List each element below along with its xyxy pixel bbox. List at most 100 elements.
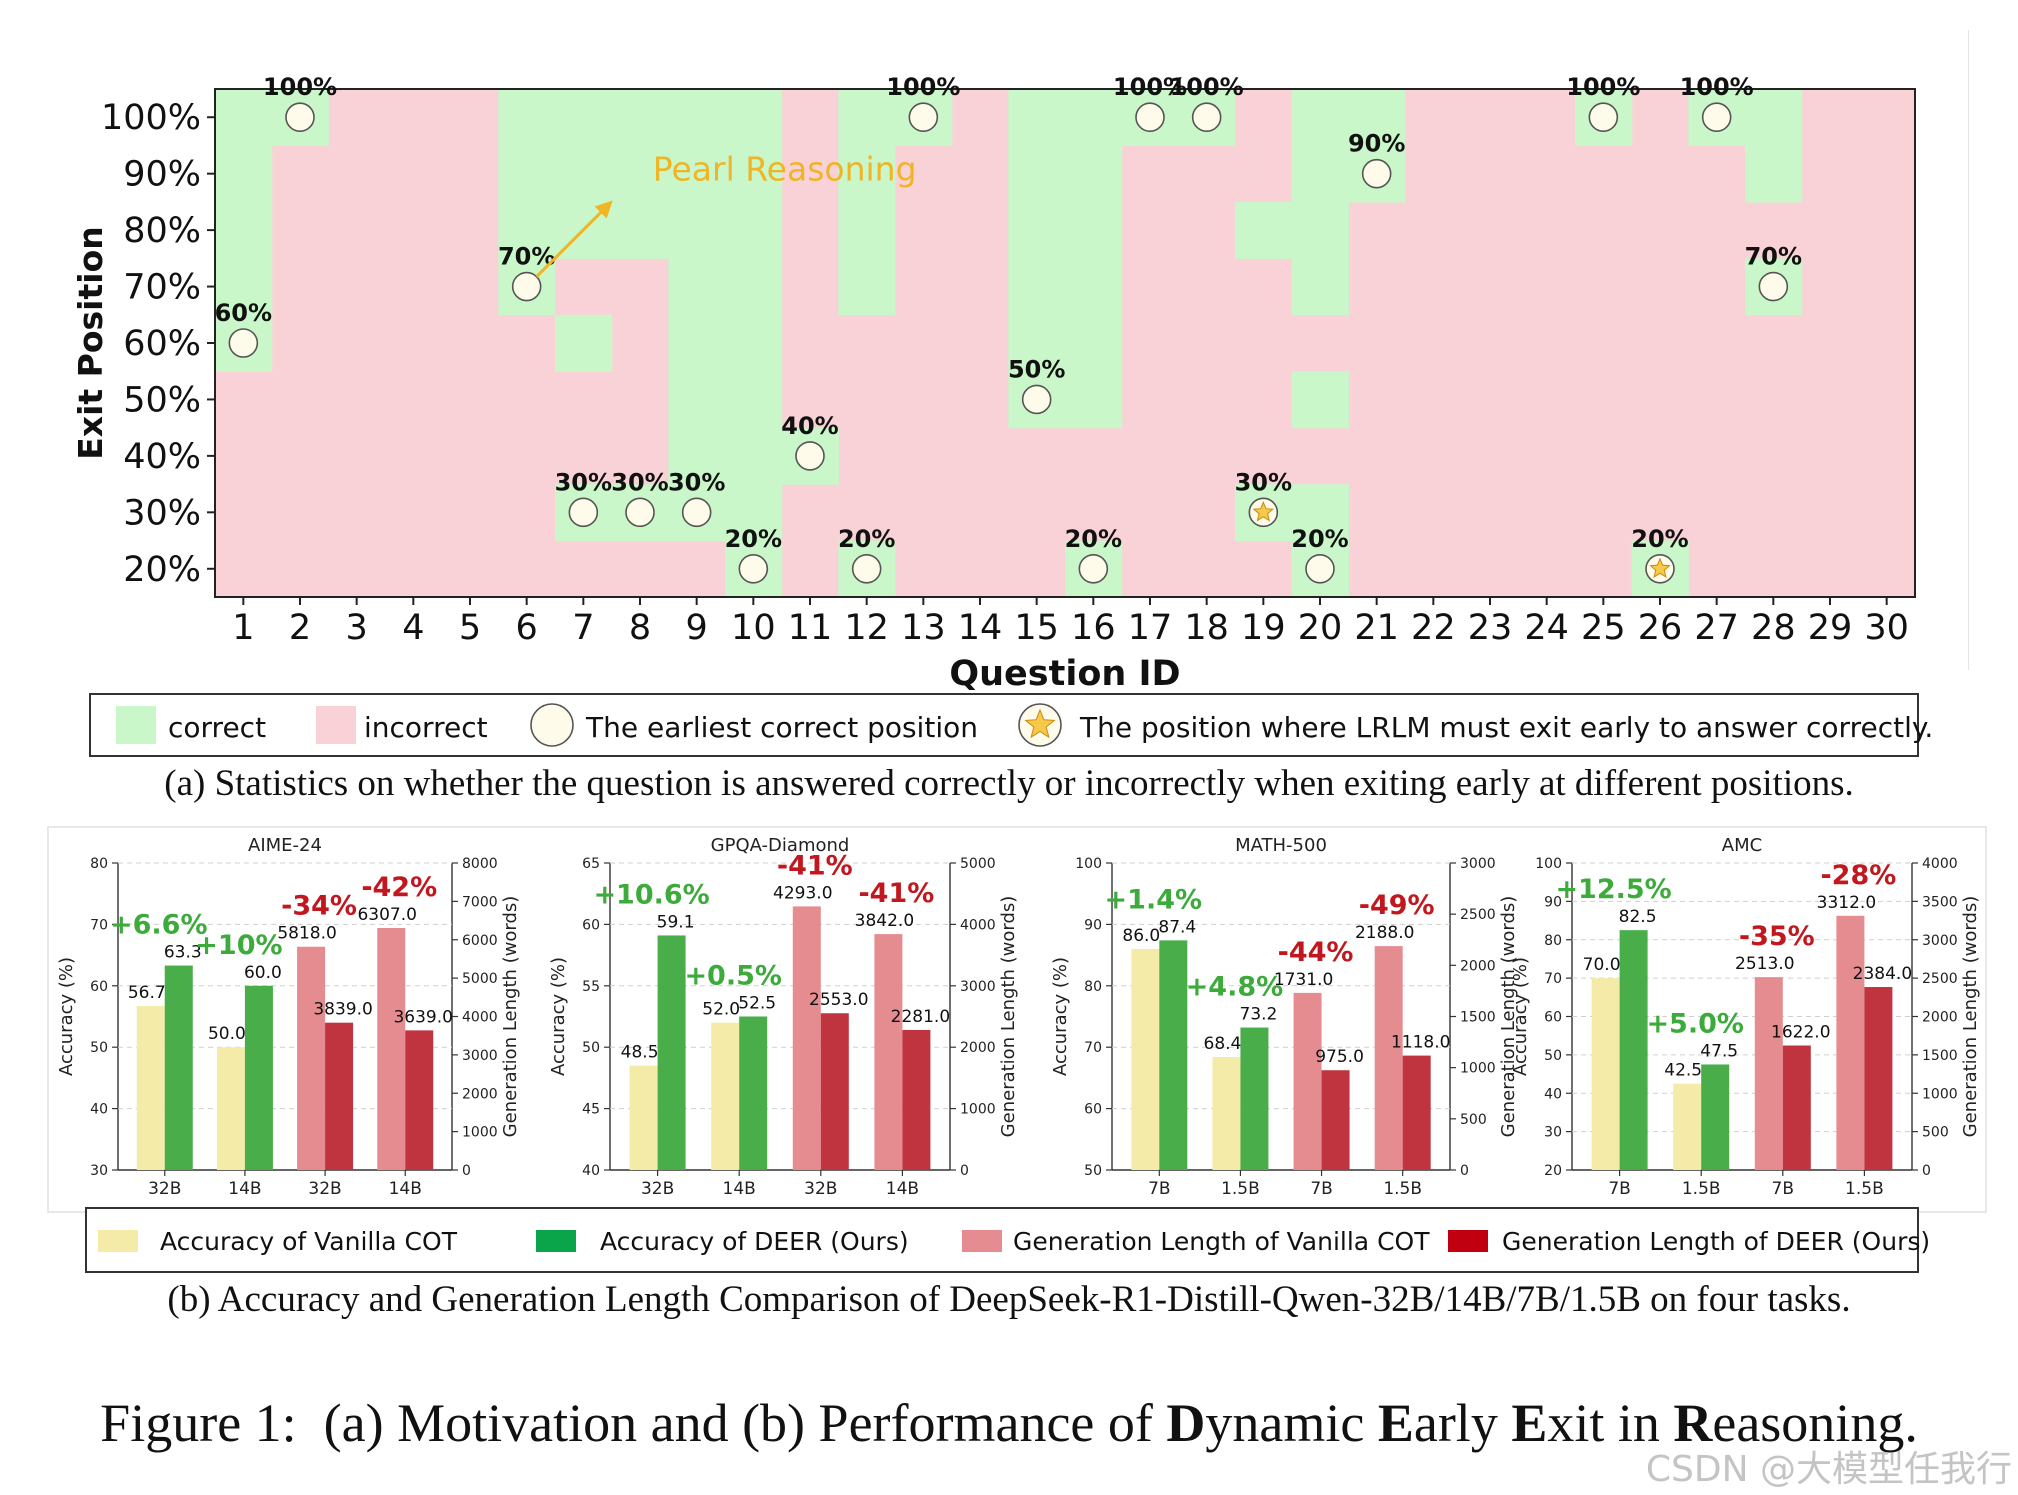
right-axis-label: Generation Length (words)	[998, 896, 1019, 1138]
x-tick-label: 21	[1354, 608, 1399, 648]
left-tick-label: 40	[1544, 1086, 1562, 1102]
marker-label: 60%	[215, 299, 272, 327]
change-label: -42%	[361, 872, 437, 903]
legend-deer-length-swatch	[1448, 1230, 1488, 1252]
marker-label: 30%	[668, 468, 725, 496]
bar-length-deer	[820, 1013, 849, 1170]
x-tick-label: 7	[572, 608, 594, 648]
right-tick-label: 4000	[1922, 856, 1958, 872]
y-tick-label: 60%	[123, 324, 201, 364]
heatmap-cell-correct	[1065, 89, 1123, 429]
x-tick-label: 1.5B	[1682, 1179, 1721, 1199]
right-tick-label: 8000	[462, 856, 498, 872]
bar-accuracy-deer	[1701, 1064, 1730, 1170]
value-label-vanilla: 3312.0	[1817, 893, 1876, 913]
y-axis-label: Exit Position	[71, 226, 110, 459]
marker-label: 30%	[1235, 468, 1292, 496]
circle-marker-icon	[1191, 102, 1222, 133]
right-tick-label: 7000	[462, 894, 498, 910]
legend-correct-swatch	[116, 706, 156, 744]
value-label-deer: 73.2	[1240, 1005, 1278, 1025]
right-tick-label: 3000	[1922, 933, 1958, 949]
x-tick-label: 7B	[1310, 1179, 1332, 1199]
left-tick-label: 70	[90, 917, 108, 933]
left-axis-label: Accuracy (%)	[56, 957, 77, 1076]
marker-label: 100%	[1680, 73, 1754, 101]
x-tick-label: 32B	[641, 1179, 674, 1199]
left-tick-label: 50	[582, 1040, 600, 1056]
star-icon	[1649, 557, 1671, 578]
x-tick-label: 1.5B	[1383, 1179, 1422, 1199]
marker-label: 20%	[838, 525, 895, 553]
marker-label: 20%	[725, 525, 782, 553]
figure-caption-text-5: easoning.	[1712, 1393, 1918, 1453]
left-tick-label: 50	[1084, 1163, 1102, 1179]
value-label-vanilla: 4293.0	[773, 883, 832, 903]
x-tick-label: 13	[901, 608, 946, 648]
caption-b: (b) Accuracy and Generation Length Compa…	[167, 1279, 1851, 1320]
heatmap-cell-correct	[1008, 89, 1066, 429]
bar-length-deer	[1402, 1055, 1431, 1170]
bar-accuracy-deer	[739, 1016, 768, 1170]
figure-caption-text-2: ynamic	[1205, 1393, 1378, 1453]
heatmap-cell-correct	[1291, 371, 1349, 429]
value-label-deer: 59.1	[657, 912, 695, 932]
left-tick-label: 80	[1084, 979, 1102, 995]
right-axis-label: Generation Length (words)	[1498, 896, 1519, 1138]
change-label: -34%	[281, 891, 357, 922]
marker-label: 100%	[1566, 73, 1640, 101]
x-tick-label: 2	[289, 608, 311, 648]
heatmap-cell-correct	[555, 314, 613, 372]
change-label: -44%	[1278, 937, 1354, 968]
marker-label: 20%	[1065, 525, 1122, 553]
change-label: -28%	[1820, 860, 1896, 891]
right-tick-label: 500	[1460, 1112, 1487, 1128]
value-label-deer: 87.4	[1158, 917, 1196, 937]
annotation-arrow-line	[535, 209, 604, 278]
left-tick-label: 70	[1544, 971, 1562, 987]
legend-deer-accuracy-swatch	[536, 1230, 576, 1252]
bar-length-vanilla	[874, 934, 903, 1170]
value-label-vanilla: 5818.0	[277, 924, 336, 944]
figure-caption-bold-e2: E	[1511, 1393, 1548, 1453]
figure-caption-text-3: arly	[1413, 1393, 1512, 1453]
right-tick-label: 4000	[462, 1010, 498, 1026]
circle-marker-icon	[228, 328, 259, 358]
left-tick-label: 30	[1544, 1125, 1562, 1141]
bar-accuracy-deer	[1159, 940, 1188, 1170]
bar-accuracy-deer	[1619, 930, 1648, 1170]
bar-accuracy-vanilla	[1591, 978, 1620, 1170]
change-label: +10%	[195, 930, 282, 961]
legend-deer-length-label: Generation Length of DEER (Ours)	[1502, 1227, 1930, 1256]
bar-length-deer	[405, 1030, 434, 1170]
bar-length-deer	[1864, 987, 1893, 1170]
x-axis-label: Question ID	[949, 654, 1180, 694]
value-label-vanilla: 48.5	[621, 1043, 659, 1063]
right-tick-label: 0	[462, 1163, 471, 1179]
circle-marker-icon	[1588, 102, 1619, 133]
caption-a: (a) Statistics on whether the question i…	[164, 763, 1854, 804]
heatmap-cell-correct	[1235, 201, 1293, 259]
right-tick-label: 3500	[1922, 894, 1958, 910]
x-tick-label: 14B	[723, 1179, 756, 1199]
x-tick-label: 24	[1524, 608, 1569, 648]
value-label-deer: 3839.0	[313, 1000, 372, 1020]
bar-accuracy-deer	[164, 965, 193, 1170]
bar-accuracy-deer	[244, 985, 273, 1170]
circle-marker-icon	[795, 441, 825, 471]
x-tick-label: 25	[1581, 608, 1626, 648]
legend-circle-icon	[530, 703, 574, 747]
value-label-vanilla: 52.0	[702, 1000, 740, 1020]
change-label: -49%	[1359, 890, 1435, 921]
right-axis-label: Generation Length (words)	[500, 896, 521, 1138]
right-tick-label: 2000	[1460, 958, 1496, 974]
right-tick-label: 0	[1460, 1163, 1469, 1179]
figure-caption-bold-r: R	[1673, 1393, 1713, 1453]
legend-correct-label: correct	[168, 711, 266, 744]
right-tick-label: 1000	[960, 1102, 996, 1118]
bar-chart-math-500: 5060708090100050010001500200025003000Acc…	[1050, 835, 1519, 1199]
left-tick-label: 60	[1544, 1010, 1562, 1026]
legend-star-icon	[1024, 708, 1056, 739]
legend-circle-label: The earliest correct position	[585, 711, 978, 744]
circle-marker-icon	[568, 497, 599, 528]
